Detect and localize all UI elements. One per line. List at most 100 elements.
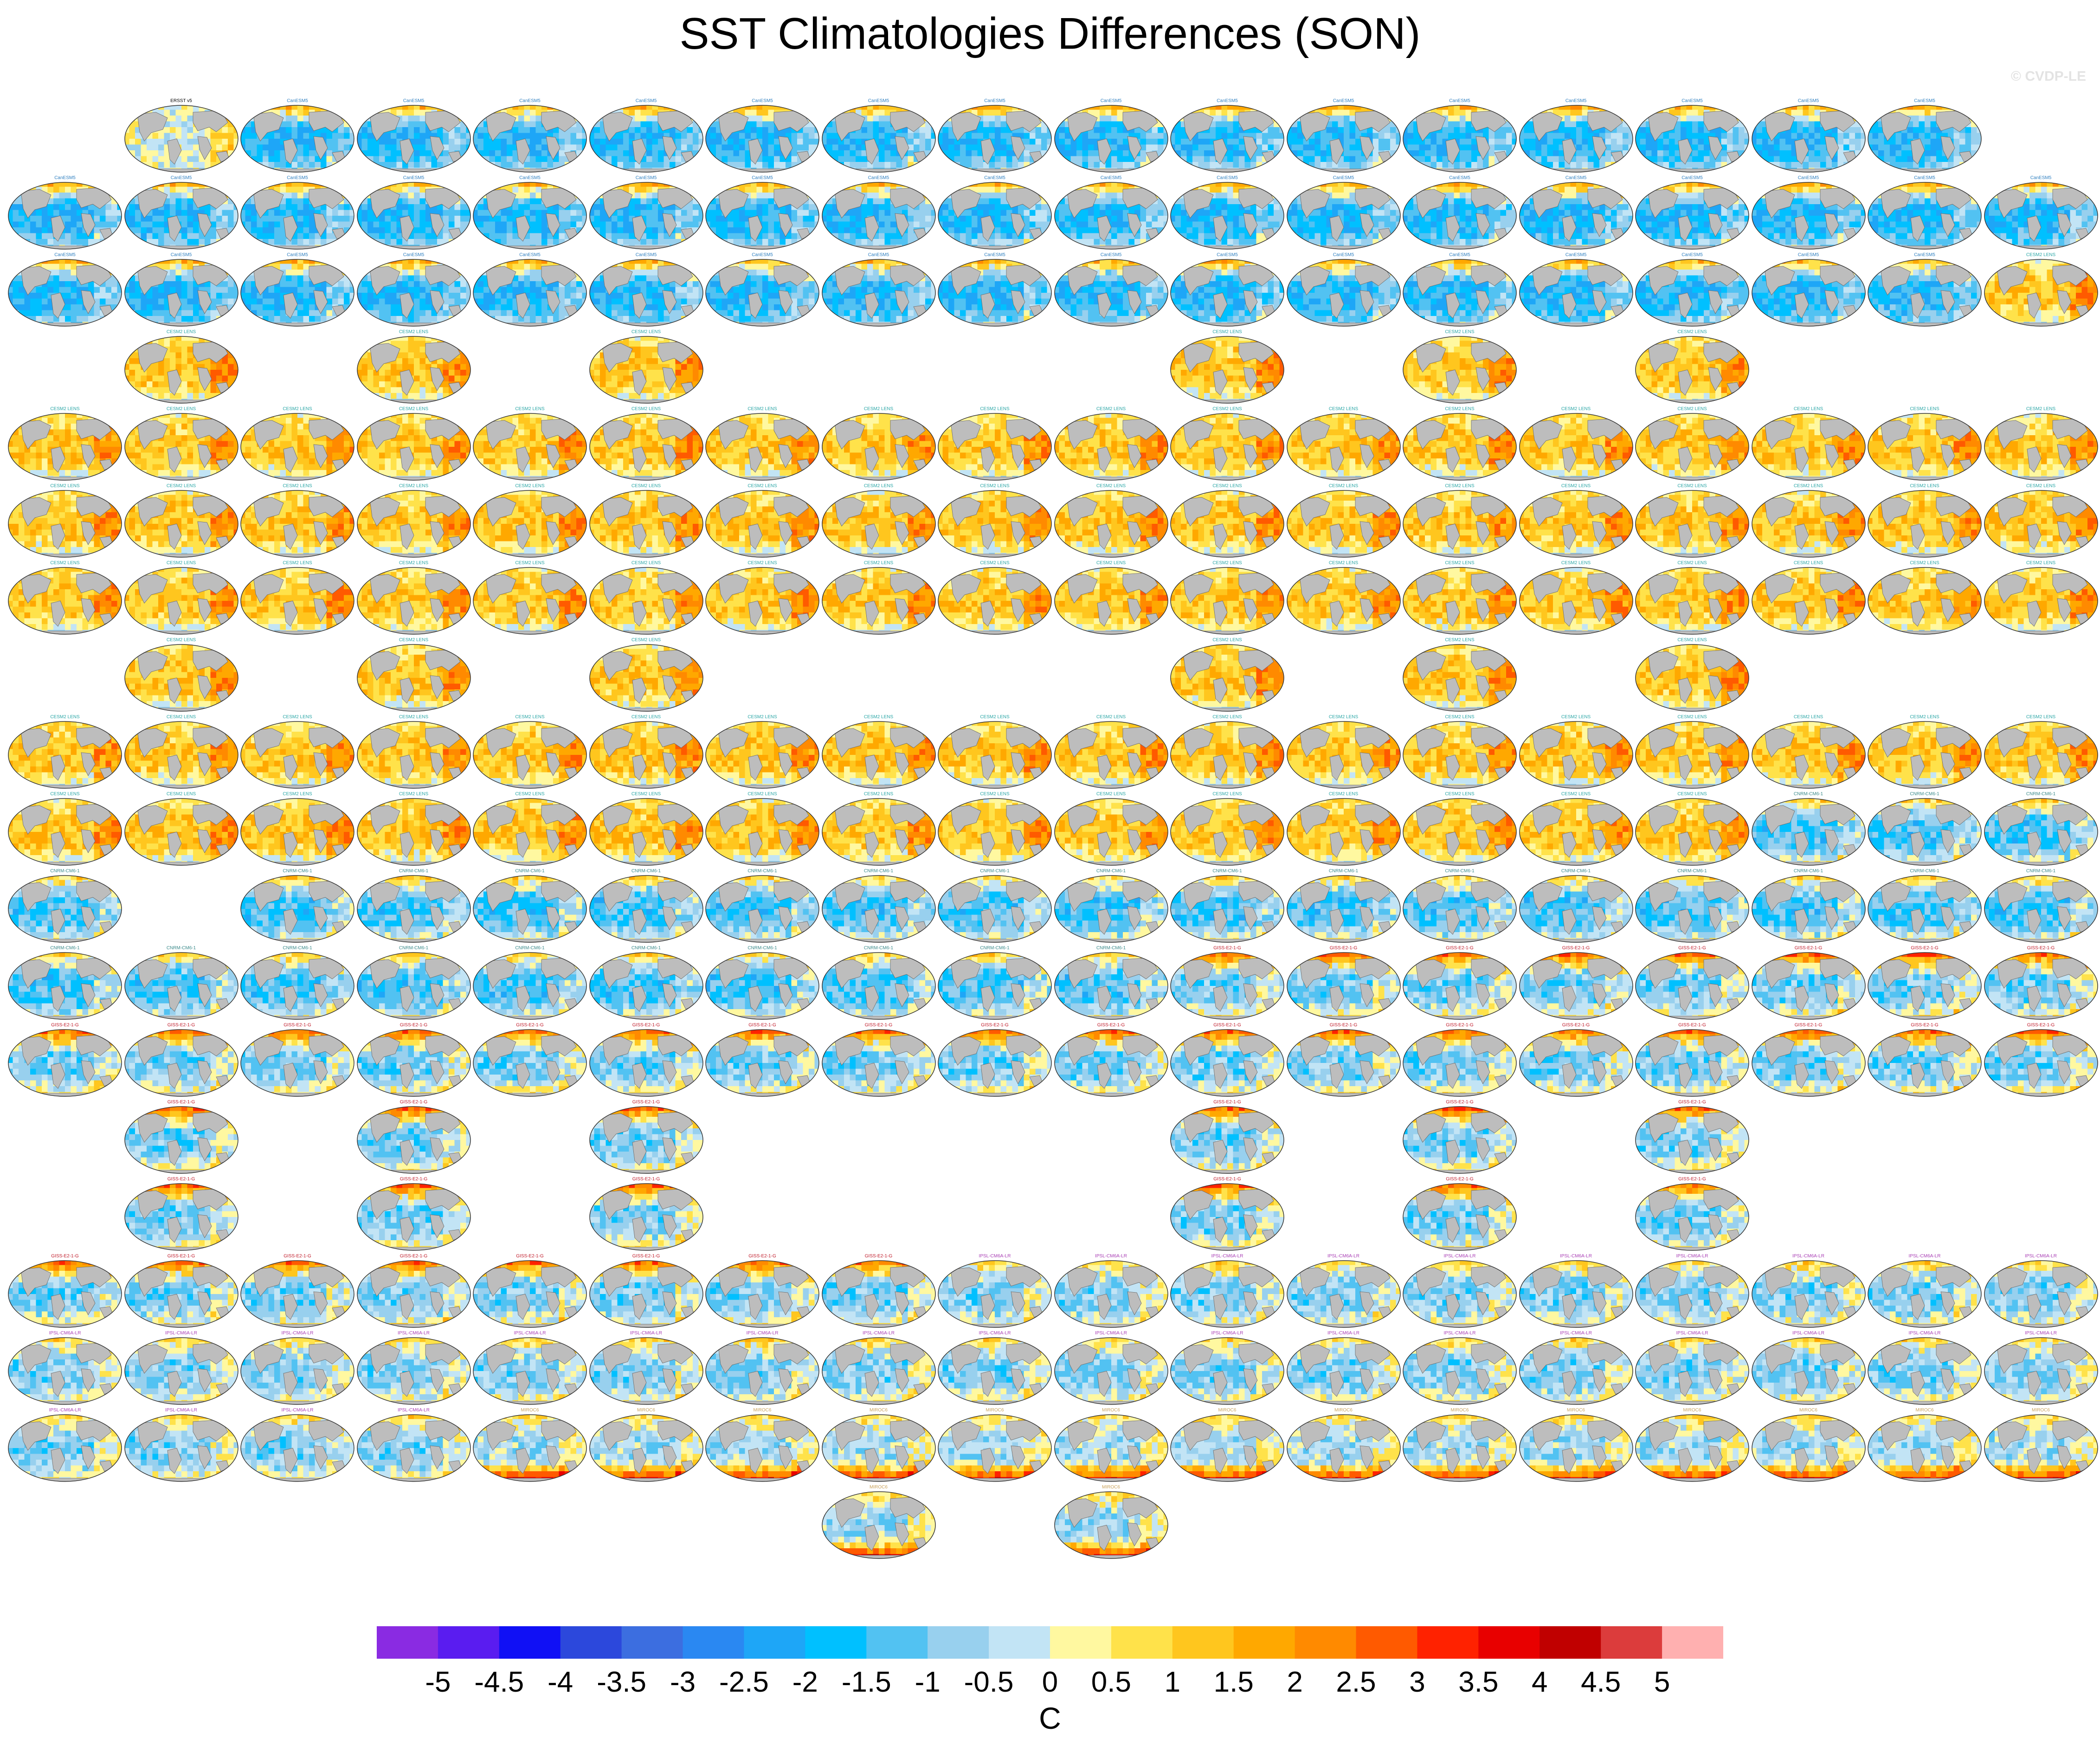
- map-svg: [239, 1259, 355, 1329]
- map-svg: [123, 566, 239, 636]
- map-svg: [704, 1259, 820, 1329]
- map-panel: CanESM5: [472, 251, 588, 330]
- map-svg: [937, 1028, 1053, 1098]
- map-panel: CESM2 LENS: [356, 637, 472, 715]
- map-svg: [123, 1336, 239, 1406]
- map-panel: CanESM5: [1518, 97, 1634, 176]
- map-svg: [356, 951, 472, 1021]
- map-svg: [588, 181, 704, 251]
- map-svg: [1169, 181, 1285, 251]
- map-panel: GISS-E2-1-G: [704, 1253, 820, 1332]
- map-panel: CESM2 LENS: [704, 791, 820, 869]
- map-svg: [123, 720, 239, 790]
- map-svg: [1053, 104, 1169, 174]
- colorbar-tick-label: -2: [792, 1666, 818, 1699]
- map-svg: [1402, 874, 1518, 944]
- map-svg: [1867, 1028, 1983, 1098]
- map-svg: [1286, 797, 1402, 867]
- map-svg: [821, 566, 937, 636]
- map-panel: CESM2 LENS: [1169, 791, 1285, 869]
- map-svg: [821, 797, 937, 867]
- map-panel: GISS-E2-1-G: [937, 1022, 1053, 1101]
- colorbar-tick-label: -3: [670, 1666, 696, 1699]
- map-panel: CanESM5: [1634, 251, 1750, 330]
- map-svg: [704, 797, 820, 867]
- map-panel: IPSL-CM6A-LR: [1518, 1253, 1634, 1332]
- map-panel: CNRM-CM6-1: [239, 945, 355, 1024]
- map-panel: GISS-E2-1-G: [1634, 1022, 1750, 1101]
- map-panel: GISS-E2-1-G: [7, 1022, 123, 1101]
- map-panel: CESM2 LENS: [821, 560, 937, 638]
- map-svg: [1983, 258, 2099, 328]
- map-svg: [821, 720, 937, 790]
- map-svg: [7, 1413, 123, 1483]
- map-panel: CESM2 LENS: [472, 560, 588, 638]
- map-panel: CanESM5: [1169, 251, 1285, 330]
- map-svg: [1634, 643, 1750, 713]
- map-svg: [1867, 797, 1983, 867]
- map-svg: [1402, 1028, 1518, 1098]
- map-svg: [1402, 181, 1518, 251]
- map-svg: [937, 1413, 1053, 1483]
- colorbar-box: [1234, 1626, 1295, 1659]
- map-panel: CanESM5: [123, 251, 239, 330]
- map-svg: [1751, 104, 1867, 174]
- map-svg: [1983, 1413, 2099, 1483]
- map-svg: [356, 1336, 472, 1406]
- map-svg: [1169, 566, 1285, 636]
- map-svg: [7, 566, 123, 636]
- map-panel: CESM2 LENS: [1053, 791, 1169, 869]
- map-svg: [472, 797, 588, 867]
- map-panel: IPSL-CM6A-LR: [1053, 1253, 1169, 1332]
- map-panel: MIROC6: [821, 1407, 937, 1486]
- map-panel: CESM2 LENS: [937, 714, 1053, 792]
- map-svg: [239, 181, 355, 251]
- map-svg: [588, 951, 704, 1021]
- map-svg: [1053, 797, 1169, 867]
- map-svg: [1518, 181, 1634, 251]
- map-panel: CESM2 LENS: [1518, 406, 1634, 484]
- map-panel: CanESM5: [1867, 97, 1983, 176]
- map-svg: [239, 258, 355, 328]
- map-panel: CESM2 LENS: [1751, 483, 1867, 561]
- map-panel: GISS-E2-1-G: [821, 1253, 937, 1332]
- map-svg: [1634, 258, 1750, 328]
- map-panel: CESM2 LENS: [1518, 483, 1634, 561]
- map-panel: CESM2 LENS: [937, 406, 1053, 484]
- map-svg: [1169, 335, 1285, 405]
- map-panel: IPSL-CM6A-LR: [704, 1330, 820, 1409]
- map-svg: [1867, 104, 1983, 174]
- map-panel: GISS-E2-1-G: [588, 1176, 704, 1255]
- map-panel: CanESM5: [356, 174, 472, 253]
- map-panel: GISS-E2-1-G: [472, 1022, 588, 1101]
- map-panel: CanESM5: [1053, 251, 1169, 330]
- map-svg: [1751, 951, 1867, 1021]
- map-panel: IPSL-CM6A-LR: [821, 1330, 937, 1409]
- map-svg: [356, 258, 472, 328]
- map-svg: [588, 720, 704, 790]
- map-svg: [1402, 1413, 1518, 1483]
- map-svg: [588, 797, 704, 867]
- colorbar-box: [377, 1626, 438, 1659]
- map-panel: GISS-E2-1-G: [239, 1253, 355, 1332]
- map-svg: [1402, 720, 1518, 790]
- map-svg: [1751, 412, 1867, 482]
- map-panel: IPSL-CM6A-LR: [1634, 1330, 1750, 1409]
- map-panel: GISS-E2-1-G: [1169, 1022, 1285, 1101]
- map-panel: CESM2 LENS: [1053, 483, 1169, 561]
- colorbar-box: [1601, 1626, 1662, 1659]
- map-panel: GISS-E2-1-G: [1751, 945, 1867, 1024]
- map-panel: CESM2 LENS: [356, 328, 472, 407]
- colorbar-tick-label: -5: [425, 1666, 451, 1699]
- map-svg: [1518, 874, 1634, 944]
- map-panel: MIROC6: [1053, 1484, 1169, 1563]
- map-panel: CESM2 LENS: [356, 714, 472, 792]
- map-panel: CNRM-CM6-1: [821, 868, 937, 947]
- colorbar-tick-label: 5: [1654, 1666, 1670, 1699]
- map-svg: [1867, 412, 1983, 482]
- map-svg: [1169, 104, 1285, 174]
- map-panel: CESM2 LENS: [239, 791, 355, 869]
- map-svg: [472, 566, 588, 636]
- map-panel: CanESM5: [1751, 97, 1867, 176]
- map-panel: GISS-E2-1-G: [239, 1022, 355, 1101]
